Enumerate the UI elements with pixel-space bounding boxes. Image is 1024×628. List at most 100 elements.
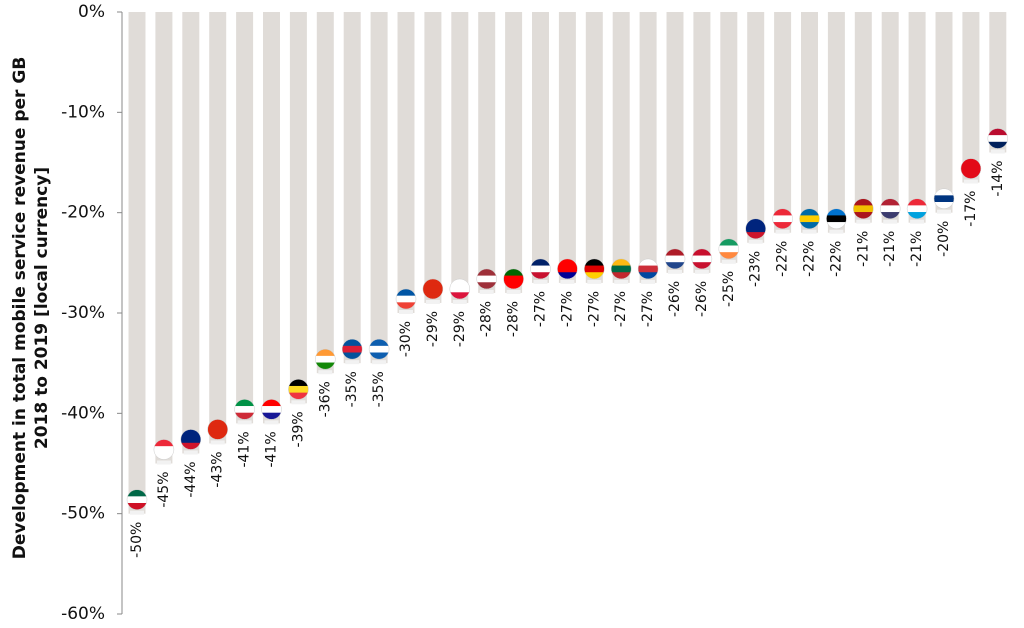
flag-stripe xyxy=(422,278,443,287)
flag-icon xyxy=(261,399,282,420)
flag-stripe xyxy=(799,208,820,216)
flag-stripe xyxy=(207,426,228,434)
bar xyxy=(478,12,496,293)
flag-stripe xyxy=(288,392,309,400)
flag-outline xyxy=(637,258,659,280)
flag-shadow xyxy=(990,149,1005,154)
flag-shadow xyxy=(264,420,279,425)
y-tick-label: -20% xyxy=(61,203,105,223)
value-label: -28% xyxy=(479,301,495,337)
flag-stripe xyxy=(422,285,443,293)
bar xyxy=(209,12,227,444)
flag-stripe xyxy=(718,252,739,259)
value-label: -17% xyxy=(963,191,979,227)
flag-icon xyxy=(637,258,659,280)
flag-icon xyxy=(691,248,713,270)
flag-shadow xyxy=(668,269,682,274)
flag-stripe xyxy=(907,198,928,206)
flag-shadow xyxy=(641,279,656,284)
flag-stripe xyxy=(153,446,174,454)
flag-shadow xyxy=(345,360,360,365)
bar xyxy=(558,12,576,283)
flag-outline xyxy=(207,419,228,440)
flag-stripe xyxy=(853,212,874,219)
flag-icon xyxy=(853,198,874,219)
flag-stripe xyxy=(369,339,390,347)
flag-icon xyxy=(422,278,444,300)
flag-outline xyxy=(664,248,686,270)
flag-outline xyxy=(449,278,471,300)
flag-shadow xyxy=(452,299,467,304)
flag-shadow xyxy=(721,259,736,264)
flag-stripe xyxy=(799,222,820,229)
flag-outline xyxy=(691,248,713,270)
bar xyxy=(881,12,899,223)
flag-stripe xyxy=(342,352,363,360)
flag-stripe xyxy=(180,442,201,450)
bar xyxy=(397,12,415,313)
flag-stripe xyxy=(127,496,147,504)
flag-icon xyxy=(557,258,578,280)
bar xyxy=(720,12,738,263)
y-tick-label: -40% xyxy=(61,403,105,423)
flag-icon xyxy=(315,348,336,370)
flag-icon xyxy=(960,158,982,179)
flag-stripe xyxy=(315,355,336,364)
flag-stripe xyxy=(611,265,632,273)
flag-stripe xyxy=(234,406,255,414)
flag-stripe xyxy=(127,503,147,510)
flag-icon xyxy=(476,268,497,290)
flag-stripe xyxy=(826,215,847,223)
flag-stripe xyxy=(584,272,605,279)
flag-stripe xyxy=(907,212,928,219)
value-label: -25% xyxy=(721,271,737,307)
flag-stripe xyxy=(476,275,497,283)
flag-shadow xyxy=(291,400,306,405)
flag-stripe xyxy=(691,262,712,269)
value-label: -21% xyxy=(855,231,871,267)
flag-outline xyxy=(530,258,551,280)
flag-shadow xyxy=(506,289,521,294)
flag-outline xyxy=(879,198,901,219)
flag-shadow xyxy=(937,209,951,214)
flag-stripe xyxy=(530,265,551,273)
flag-stripe xyxy=(261,406,282,414)
flag-stripe xyxy=(880,205,901,213)
flag-shadow xyxy=(183,450,198,455)
flag-stripe xyxy=(691,255,712,263)
bar xyxy=(962,12,980,183)
flag-stripe xyxy=(718,245,739,253)
flag-stripe xyxy=(207,419,228,427)
flag-stripe xyxy=(718,238,739,246)
flag-shadow xyxy=(399,310,413,314)
bar xyxy=(343,12,361,364)
flag-outline xyxy=(153,439,175,460)
flag-stripe xyxy=(611,272,632,279)
flag-shadow xyxy=(910,219,925,224)
flag-shadow xyxy=(829,229,844,234)
bar xyxy=(182,12,200,454)
flag-shadow xyxy=(130,510,144,515)
y-tick-label: 0% xyxy=(78,2,105,22)
bar xyxy=(505,12,523,293)
flag-shadow xyxy=(614,279,629,284)
flag-stripe xyxy=(369,352,390,360)
flag-icon xyxy=(449,278,471,300)
bar xyxy=(424,12,442,303)
flag-outline xyxy=(503,268,524,290)
flag-stripe xyxy=(503,268,524,277)
bar xyxy=(155,12,173,464)
value-label: -36% xyxy=(317,381,333,417)
flag-outline xyxy=(987,128,1009,149)
flag-outline xyxy=(395,288,417,310)
flag-stripe xyxy=(342,339,363,347)
flag-stripe xyxy=(826,222,847,229)
bar xyxy=(854,12,872,223)
bar xyxy=(128,12,146,514)
flag-stripe xyxy=(557,272,578,279)
flag-stripe xyxy=(180,429,201,437)
value-label: -41% xyxy=(264,431,280,467)
flag-stripe xyxy=(907,205,928,213)
flag-outline xyxy=(261,399,282,420)
y-axis-title: 2018 to 2019 [local currency] xyxy=(32,167,52,449)
